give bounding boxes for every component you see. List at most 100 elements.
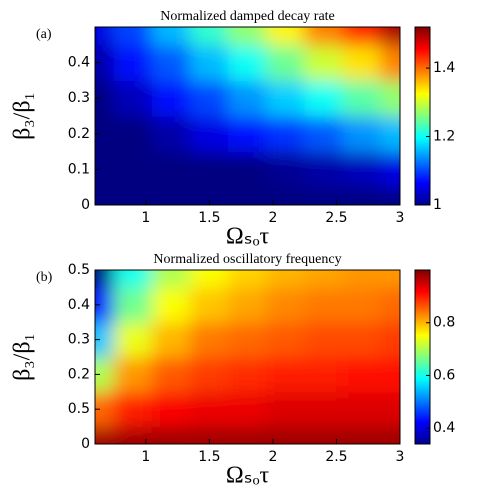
x-axis-label: Ωₛₒτ <box>226 224 270 250</box>
x-tick-label: 1.5 <box>198 210 220 226</box>
cell <box>266 391 306 428</box>
x-axis-label: Ωₛₒτ <box>226 463 270 489</box>
cell <box>266 115 306 153</box>
cell <box>266 79 306 117</box>
cell <box>380 151 400 188</box>
x-tick-label: 2 <box>268 210 277 226</box>
cell <box>304 426 344 444</box>
cell <box>342 321 382 358</box>
cell <box>342 186 382 205</box>
cell <box>113 79 153 117</box>
cell <box>342 151 382 188</box>
cell <box>380 44 400 81</box>
y-axis-label: β₃/β₁ <box>10 92 36 140</box>
x-tick-label: 1 <box>141 449 150 465</box>
cell <box>113 286 153 323</box>
x-tick-label: 3 <box>396 449 405 465</box>
cell <box>266 286 306 323</box>
cell <box>227 270 268 288</box>
cell <box>380 27 400 46</box>
cell <box>189 115 229 153</box>
cell <box>95 151 115 188</box>
cell <box>304 79 344 117</box>
cell <box>227 391 268 428</box>
cell <box>189 426 229 444</box>
cell <box>113 270 153 288</box>
cell <box>113 151 153 188</box>
cell <box>113 426 153 444</box>
field-cells <box>95 270 400 444</box>
cell <box>189 44 229 81</box>
colorbar-tick-label: 0.6 <box>433 367 455 383</box>
cell <box>266 356 306 393</box>
y-tick-label: 0.4 <box>68 297 90 313</box>
cell <box>342 286 382 323</box>
panel-label: (a) <box>36 27 52 42</box>
cell <box>151 186 191 205</box>
cell <box>342 44 382 81</box>
field <box>95 270 400 444</box>
colorbar-tick-label: 1.4 <box>433 60 455 76</box>
cell <box>95 186 115 205</box>
cell <box>151 115 191 153</box>
colorbar-tick-label: 1 <box>433 197 442 213</box>
cell <box>266 151 306 188</box>
cell <box>227 321 268 358</box>
y-tick-label: 0.2 <box>68 126 90 142</box>
cell <box>189 270 229 288</box>
cell <box>342 356 382 393</box>
cell <box>380 426 400 444</box>
cell <box>304 391 344 428</box>
cell <box>151 270 191 288</box>
y-tick-label: 0.5 <box>68 401 90 417</box>
cell <box>380 186 400 205</box>
y-tick-label: 0 <box>81 436 90 452</box>
x-tick-label: 2.5 <box>325 449 347 465</box>
cell <box>380 115 400 153</box>
cell <box>266 186 306 205</box>
cell <box>304 44 344 81</box>
cell <box>342 426 382 444</box>
cell <box>151 44 191 81</box>
cell <box>151 426 191 444</box>
cell <box>304 115 344 153</box>
cell <box>113 44 153 81</box>
cell <box>342 27 382 46</box>
field-cells <box>95 27 400 205</box>
field <box>95 27 400 205</box>
cell <box>342 270 382 288</box>
cell <box>380 356 400 393</box>
cell <box>189 356 229 393</box>
cell <box>227 151 268 188</box>
cell <box>189 391 229 428</box>
panel-label: (b) <box>36 270 53 285</box>
x-tick-label: 2 <box>268 449 277 465</box>
cell <box>266 44 306 81</box>
x-tick-label: 2.5 <box>325 210 347 226</box>
plot-frame <box>94 26 401 206</box>
cell <box>342 391 382 428</box>
cell <box>380 286 400 323</box>
cell <box>151 151 191 188</box>
cell <box>266 270 306 288</box>
cell <box>95 115 115 153</box>
cell <box>113 321 153 358</box>
cell <box>227 426 268 444</box>
y-tick-label: 0.3 <box>68 90 90 106</box>
cell <box>189 79 229 117</box>
x-tick-label: 3 <box>396 210 405 226</box>
colorbar-tick-label: 0.8 <box>433 315 455 331</box>
x-tick-label: 1.5 <box>198 449 220 465</box>
cell <box>304 270 344 288</box>
cell <box>380 321 400 358</box>
cell <box>95 426 115 444</box>
cell <box>95 321 115 358</box>
cell <box>113 186 153 205</box>
y-tick-label: 0.4 <box>68 55 90 71</box>
y-tick-label: 0.1 <box>68 161 90 177</box>
cell <box>227 286 268 323</box>
y-tick-label: 0.5 <box>68 262 90 278</box>
cell <box>95 270 115 288</box>
cell <box>189 151 229 188</box>
cell <box>227 356 268 393</box>
